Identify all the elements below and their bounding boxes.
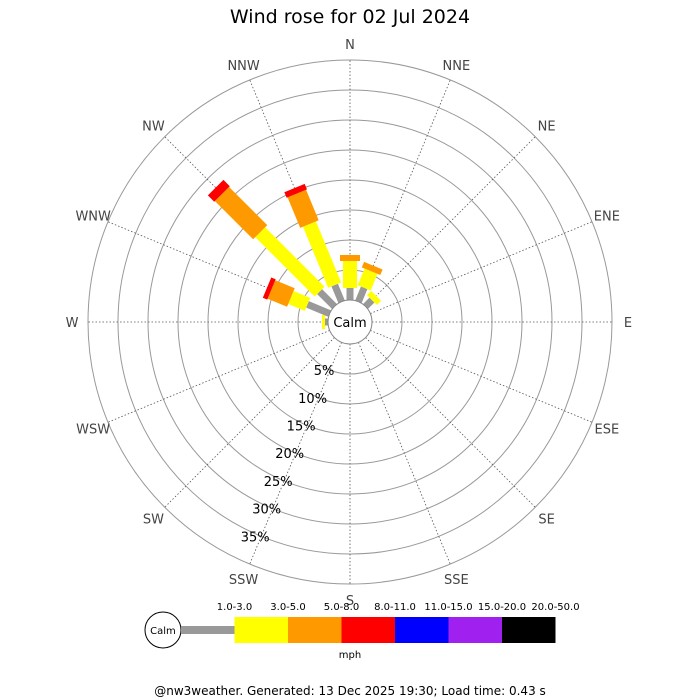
spoke-nne — [358, 79, 451, 302]
direction-labels: N NNE NE ENE E ESE SE SSE S SSW SW WSW W WNW NW NNW — [66, 38, 633, 609]
direction-label-sse: SSE — [444, 573, 469, 588]
spoke-ese — [370, 330, 593, 423]
legend-swatch-5.0-8.0 — [288, 617, 342, 643]
ring-label-20: 20% — [275, 447, 304, 462]
direction-label-e: E — [624, 316, 632, 331]
bar-nw-1.0-3.0 — [317, 289, 337, 309]
bar-nne-5.0-8.0 — [361, 261, 383, 276]
spoke-sse — [358, 342, 451, 565]
calm-label: Calm — [333, 316, 366, 331]
ring-label-5: 5% — [314, 364, 335, 379]
direction-label-ssw: SSW — [229, 573, 259, 588]
ring-label-25: 25% — [264, 475, 293, 490]
bar-nw-3.0-5.0 — [255, 227, 325, 297]
spoke-ene — [370, 221, 593, 314]
speed-legend: Calm 1.0-3.0 3.0-5.0 5.0-8.0 8.0-11.0 11.0-1… — [144, 602, 580, 661]
bar-wnw-1.0-3.0 — [306, 301, 332, 317]
legend-swatch-15.0-20.0 — [448, 617, 502, 643]
direction-label-n: N — [345, 38, 355, 53]
bar-nne-3.0-5.0 — [357, 268, 378, 291]
legend-label-5.0-8.0: 5.0-8.0 — [324, 602, 359, 613]
bar-wnw-3.0-5.0 — [288, 291, 311, 311]
ring-label-10: 10% — [298, 392, 327, 407]
direction-label-w: W — [66, 316, 79, 331]
ring-label-15: 15% — [287, 419, 316, 434]
direction-label-nnw: NNW — [227, 59, 259, 74]
direction-label-wsw: WSW — [76, 422, 110, 437]
legend-swatch-8.0-11.0 — [341, 617, 395, 643]
ring-label-35: 35% — [241, 530, 270, 545]
legend-calm-label: Calm — [150, 626, 176, 637]
spoke-ssw — [249, 342, 342, 565]
footer-text: @nw3weather. Generated: 13 Dec 2025 19:3… — [154, 684, 546, 698]
legend-swatch-3.0-5.0 — [234, 617, 288, 643]
ring-25 — [177, 149, 523, 495]
legend-label-1.0-3.0: 1.0-3.0 — [217, 602, 252, 613]
calm-circle: Calm — [327, 299, 373, 345]
bar-nnw-5.0-8.0 — [287, 189, 319, 228]
bar-ne-3.0-5.0 — [366, 290, 382, 306]
bar-nnw-1.0-3.0 — [331, 283, 345, 304]
legend-swatch-20.0-50.0 — [502, 617, 556, 643]
ring-15 — [237, 209, 463, 435]
spoke-wsw — [107, 330, 330, 423]
legend-swatch-11.0-15.0 — [395, 617, 449, 643]
legend-label-11.0-15.0: 11.0-15.0 — [424, 602, 472, 613]
direction-label-nw: NW — [142, 119, 165, 134]
bar-nnw-3.0-5.0 — [302, 221, 342, 288]
bar-nw-8.0-11.0 — [207, 179, 230, 202]
legend-label-15.0-20.0: 15.0-20.0 — [478, 602, 526, 613]
legend-label-8.0-11.0: 8.0-11.0 — [374, 602, 416, 613]
bar-nw-5.0-8.0 — [214, 186, 268, 240]
legend-unit: mph — [339, 650, 361, 661]
direction-label-nne: NNE — [443, 59, 471, 74]
direction-label-ese: ESE — [594, 422, 619, 437]
direction-label-ene: ENE — [594, 210, 620, 225]
bar-nne-1.0-3.0 — [355, 286, 368, 304]
direction-label-wnw: WNW — [75, 210, 111, 225]
direction-label-s: S — [346, 594, 354, 609]
direction-label-sw: SW — [143, 513, 164, 528]
ring-40 — [87, 59, 613, 585]
wind-bars — [207, 179, 383, 329]
direction-label-ne: NE — [538, 119, 556, 134]
chart-title: Wind rose for 02 Jul 2024 — [230, 6, 470, 28]
direction-label-se: SE — [538, 513, 554, 528]
bar-nnw-8.0-11.0 — [284, 183, 307, 198]
spoke-se — [365, 337, 536, 508]
legend-label-3.0-5.0: 3.0-5.0 — [270, 602, 305, 613]
bar-ne-1.0-3.0 — [363, 297, 375, 309]
bar-wnw-8.0-11.0 — [262, 277, 276, 300]
spoke-ne — [365, 136, 536, 307]
spoke-sw — [164, 337, 335, 508]
ring-label-30: 30% — [252, 503, 281, 518]
bar-wnw-5.0-8.0 — [267, 280, 295, 307]
legend-label-20.0-50.0: 20.0-50.0 — [531, 602, 579, 613]
legend-swatch-1.0-3.0 — [181, 626, 235, 634]
ring-percent-labels: 5% 10% 15% 20% 25% 30% 35% — [241, 364, 335, 545]
